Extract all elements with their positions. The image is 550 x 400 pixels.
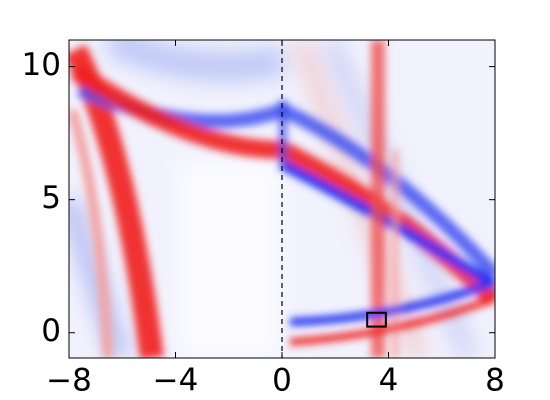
- x-tick-label: −4: [153, 363, 199, 399]
- marker-box: [366, 311, 387, 328]
- x-tick-label: −8: [46, 363, 92, 399]
- y-tick-label: 0: [41, 313, 61, 349]
- x-tick-label: 4: [379, 363, 399, 399]
- y-tick-label: 10: [22, 47, 61, 83]
- x-tick-label: 0: [272, 363, 292, 399]
- y-tick-label: 5: [41, 180, 61, 216]
- x-tick-label: 8: [485, 363, 505, 399]
- wavefield: [69, 40, 495, 358]
